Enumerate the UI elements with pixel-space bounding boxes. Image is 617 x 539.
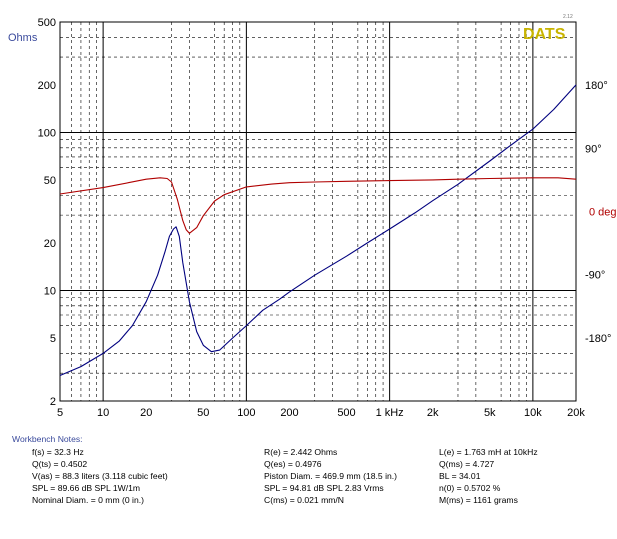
note-qes: Q(es) = 0.4976 [264,459,322,470]
note-le: L(e) = 1.763 mH at 10kHz [439,447,538,457]
x-tick-label: 50 [197,407,209,419]
note-re: R(e) = 2.442 Ohms [264,447,338,457]
notes-column-1: f(s) = 32.3 Hz Q(ts) = 0.4502 V(as) = 88… [32,446,168,506]
y-tick-label: 10 [44,286,56,298]
note-fs: f(s) = 32.3 Hz [32,447,84,457]
x-tick-label: 20k [567,407,585,419]
x-tick-label: 1 kHz [376,407,404,419]
note-qms: Q(ms) = 4.727 [439,459,495,470]
note-cms: C(ms) = 0.021 mm/N [264,495,344,506]
notes-column-2: R(e) = 2.442 Ohms Q(es) = 0.4976 Piston … [264,446,397,506]
phase-axis-tick-labels: 180° 90° 0 deg -90° -180° [585,80,617,345]
note-n0: n(0) = 0.5702 % [439,483,501,494]
workbench-notes: Workbench Notes: f(s) = 32.3 Hz Q(ts) = … [12,434,612,534]
impedance-phase-chart: 5 10 20 50 100 200 500 1 kHz 2k 5k 10k 20k 25102050… [8,14,617,419]
note-vas: V(as) = 88.3 liters (3.118 cubic feet) [32,471,168,482]
x-tick-label: 10 [97,407,109,419]
notes-column-3: L(e) = 1.763 mH at 10kHz Q(ms) = 4.727 B… [439,446,538,506]
note-spl-1w: SPL = 89.66 dB SPL 1W/1m [32,483,141,494]
note-spl-283: SPL = 94.81 dB SPL 2.83 Vrms [264,483,384,494]
y-tick-label: 2 [50,396,56,408]
phase-tick-label: 180° [585,80,608,92]
y-axis-label: Ohms [8,32,38,44]
y-tick-label: 200 [38,80,56,92]
x-tick-label: 20 [140,407,152,419]
x-tick-label: 200 [280,407,298,419]
x-tick-label: 10k [524,407,542,419]
x-tick-label: 5k [484,407,496,419]
y-tick-label: 5 [50,333,56,345]
phase-tick-label: -180° [585,333,611,345]
impedance-curve [59,84,577,377]
x-tick-label: 2k [427,407,439,419]
x-tick-label: 500 [337,407,355,419]
note-piston-diam: Piston Diam. = 469.9 mm (18.5 in.) [264,471,398,482]
minor-grid [60,22,576,401]
y-tick-label: 100 [38,127,56,139]
y-tick-label: 20 [44,238,56,250]
y-axis-tick-labels: 2 5 10 20 50 100 200 500 [38,17,56,408]
plot-frame [59,21,577,402]
major-grid [60,22,576,401]
note-qts: Q(ts) = 0.4502 [32,459,88,470]
phase-tick-label: -90° [585,270,605,282]
x-axis-tick-labels: 5 10 20 50 100 200 500 1 kHz 2k 5k 10k 20k [57,407,585,419]
software-version: 2.12 [563,14,573,20]
phase-tick-label: 90° [585,143,602,155]
note-nominal-diam: Nominal Diam. = 0 mm (0 in.) [32,495,144,506]
series-layer [59,84,577,377]
y-tick-label: 50 [44,175,56,187]
x-tick-label: 100 [237,407,255,419]
phase-curve [59,177,577,234]
note-bl: BL = 34.01 [439,471,481,482]
phase-tick-label: 0 deg [589,207,617,219]
notes-title: Workbench Notes: [12,434,83,444]
dats-logo: DATS [523,26,566,43]
y-tick-label: 500 [38,17,56,29]
note-mms: M(ms) = 1161 grams [439,495,518,506]
x-tick-label: 5 [57,407,63,419]
